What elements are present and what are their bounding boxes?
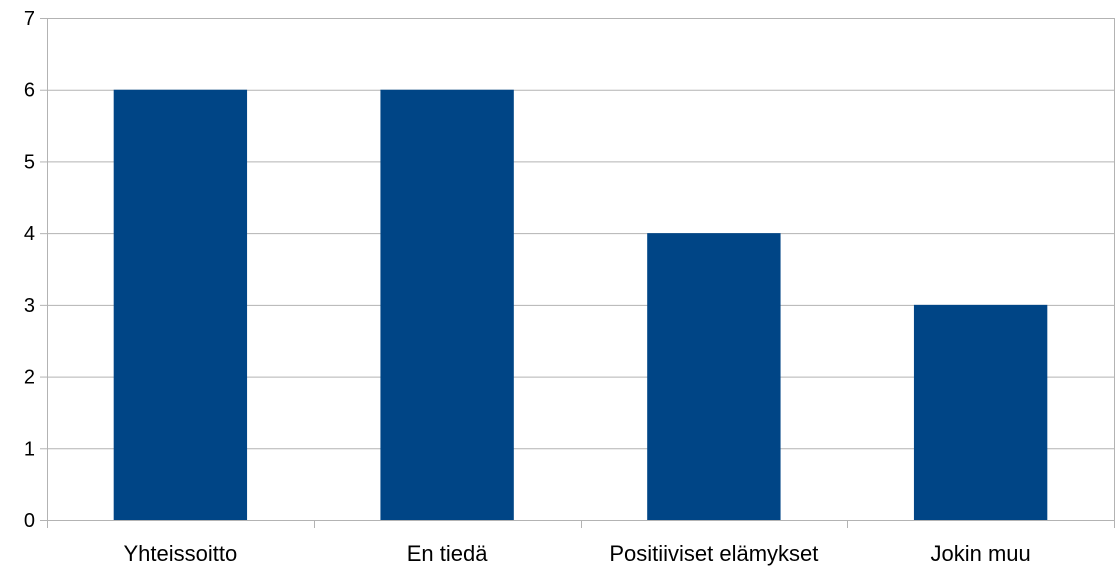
bar bbox=[913, 304, 1048, 520]
x-category-label: En tiedä bbox=[407, 541, 488, 566]
y-tick-label: 5 bbox=[24, 151, 35, 173]
bar bbox=[380, 89, 514, 520]
x-category-labels: Yhteissoitto En tiedä Positiiviset elämyks… bbox=[124, 541, 1031, 566]
y-tick-label: 1 bbox=[24, 438, 35, 460]
x-category-label: Jokin muu bbox=[930, 541, 1030, 566]
bar bbox=[647, 233, 781, 520]
x-category-label: Positiiviset elämykset bbox=[609, 541, 818, 566]
axes bbox=[40, 18, 1115, 528]
y-tick-label: 4 bbox=[24, 223, 35, 245]
y-tick-labels: 0 1 2 3 4 5 6 7 bbox=[24, 8, 35, 532]
bars bbox=[113, 89, 1048, 520]
y-tick-label: 0 bbox=[24, 510, 35, 532]
y-tick-label: 7 bbox=[24, 8, 35, 30]
bar bbox=[113, 89, 248, 520]
y-tick-label: 2 bbox=[24, 367, 35, 389]
x-category-label: Yhteissoitto bbox=[124, 541, 238, 566]
y-tick-label: 3 bbox=[24, 295, 35, 317]
y-tick-label: 6 bbox=[24, 80, 35, 102]
